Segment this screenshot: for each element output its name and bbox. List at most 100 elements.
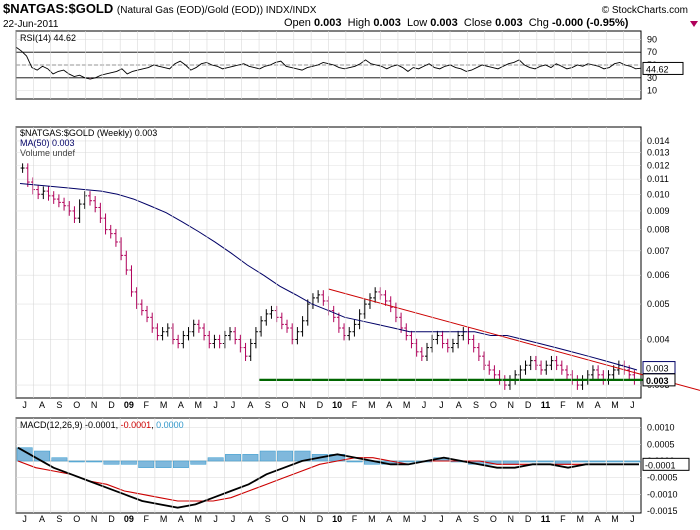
- macd-histogram-bar: [346, 460, 363, 463]
- macd-x-tick-label: N: [508, 514, 515, 524]
- symbol-name: $NATGAS:$GOLD: [3, 1, 114, 16]
- open-value: 0.003: [313, 17, 342, 29]
- price-x-tick-label: J: [22, 400, 27, 410]
- macd-histogram-bar: [207, 457, 224, 462]
- macd-x-tick-label: N: [299, 514, 306, 524]
- macd-last-value-box: [642, 457, 690, 471]
- price-x-tick-label: O: [73, 400, 80, 410]
- chart-symbol: $NATGAS:$GOLD (Natural Gas (EOD)/Gold (E…: [3, 2, 316, 17]
- price-x-tick-label: M: [195, 400, 203, 410]
- macd-histogram-bar: [624, 460, 641, 463]
- macd-x-tick-label: A: [247, 514, 253, 524]
- price-y-tick-label: 0.011: [647, 174, 669, 184]
- macd-x-tick-label: A: [386, 514, 392, 524]
- macd-x-tick-label: F: [143, 514, 149, 524]
- macd-x-tick-label: S: [265, 514, 271, 524]
- ma-legend: MA(50) 0.003: [20, 138, 75, 148]
- macd-x-tick-label: F: [352, 514, 358, 524]
- macd-histogram-bar: [138, 460, 155, 468]
- macd-x-tick-label: M: [195, 514, 203, 524]
- price-x-tick-label: D: [108, 400, 115, 410]
- macd-legend: MACD(12,26,9) -0.0001, -0.0001, 0.0000: [20, 420, 184, 430]
- chg-value: -0.000 (-0.95%): [551, 17, 629, 29]
- macd-x-tick-label: J: [630, 514, 635, 524]
- macd-histogram-bar: [68, 460, 85, 463]
- macd-x-tick-label: D: [317, 514, 324, 524]
- price-x-tick-label: A: [39, 400, 45, 410]
- macd-x-tick-label: D: [108, 514, 115, 524]
- macd-histogram-bar: [86, 460, 103, 463]
- macd-x-tick-label: S: [473, 514, 479, 524]
- price-y-tick-label: 0.012: [647, 160, 670, 170]
- low-label: Low: [406, 17, 428, 29]
- price-x-tick-label: S: [56, 400, 62, 410]
- price-y-tick-label: 0.008: [647, 225, 670, 235]
- price-x-tick-label: F: [560, 400, 566, 410]
- macd-histogram-bar: [520, 460, 537, 463]
- macd-histogram-bar: [51, 457, 68, 462]
- macd-y-tick-label: -0.0005: [647, 473, 678, 483]
- price-last-value-box: [642, 373, 676, 387]
- macd-x-tick-label: J: [422, 514, 427, 524]
- macd-x-tick-label: A: [456, 514, 462, 524]
- high-label: High: [347, 17, 371, 29]
- macd-x-tick-label: M: [576, 514, 584, 524]
- macd-histogram-bar: [572, 460, 589, 463]
- price-x-tick-label: N: [508, 400, 515, 410]
- macd-x-tick-label: O: [73, 514, 80, 524]
- macd-histogram-bar: [607, 460, 623, 463]
- price-x-tick-label: J: [231, 400, 236, 410]
- symbol-description: (Natural Gas (EOD)/Gold (EOD)) INDX/INDX: [116, 5, 317, 16]
- price-x-tick-label: F: [143, 400, 149, 410]
- price-y-tick-label: 0.013: [647, 148, 670, 158]
- macd-legend-title: MACD(12,26,9): [20, 420, 83, 430]
- price-x-tick-label: A: [595, 400, 601, 410]
- price-y-tick-label: 0.006: [647, 270, 670, 280]
- rsi-last-value-label: 44.62: [646, 64, 669, 74]
- price-x-tick-label: A: [456, 400, 462, 410]
- price-x-tick-label: S: [473, 400, 479, 410]
- close-value: 0.003: [495, 17, 523, 29]
- price-x-tick-label: J: [630, 400, 635, 410]
- rsi-legend: RSI(14) 44.62: [20, 33, 76, 43]
- macd-x-tick-label: N: [91, 514, 98, 524]
- price-x-tick-label: N: [91, 400, 98, 410]
- stockcharts-brand: © StockCharts.com: [601, 5, 688, 16]
- macd-x-tick-label: A: [178, 514, 184, 524]
- price-x-tick-label: A: [247, 400, 253, 410]
- price-x-tick-label: M: [576, 400, 584, 410]
- price-last-value-label: 0.003: [646, 376, 669, 386]
- chart-date: 22-Jun-2011: [3, 19, 59, 30]
- macd-x-tick-label: M: [403, 514, 411, 524]
- price-x-tick-label: M: [403, 400, 411, 410]
- macd-x-tick-label: M: [368, 514, 376, 524]
- price-x-tick-label: F: [352, 400, 358, 410]
- rsi-y-tick-label: 70: [647, 47, 657, 57]
- macd-y-tick-label: -0.0015: [647, 506, 678, 516]
- price-x-tick-label: O: [282, 400, 289, 410]
- price-x-tick-label: 10: [332, 400, 342, 410]
- macd-x-tick-label: S: [56, 514, 62, 524]
- macd-histogram-bar: [34, 450, 50, 462]
- macd-histogram-bar: [155, 460, 172, 468]
- macd-x-tick-label: A: [39, 514, 45, 524]
- macd-x-tick-label: O: [282, 514, 289, 524]
- close-label: Close: [463, 17, 493, 29]
- price-y-tick-label: 0.009: [647, 206, 670, 216]
- macd-x-tick-label: M: [160, 514, 168, 524]
- macd-x-tick-label: J: [213, 514, 218, 524]
- price-y-tick-label: 0.007: [647, 246, 670, 256]
- rsi-last-value-box: [642, 61, 684, 75]
- macd-x-tick-label: M: [611, 514, 619, 524]
- macd-histogram-bar: [259, 450, 276, 462]
- price-x-tick-label: M: [368, 400, 376, 410]
- price-x-tick-label: O: [490, 400, 497, 410]
- macd-histogram-bar: [537, 460, 554, 463]
- rsi-y-tick-label: 30: [647, 73, 657, 83]
- price-x-tick-label: 09: [124, 400, 134, 410]
- macd-histogram-bar: [589, 460, 606, 463]
- macd-y-tick-label: 0.0005: [647, 439, 675, 449]
- open-label: Open: [284, 17, 311, 29]
- price-x-tick-label: J: [422, 400, 427, 410]
